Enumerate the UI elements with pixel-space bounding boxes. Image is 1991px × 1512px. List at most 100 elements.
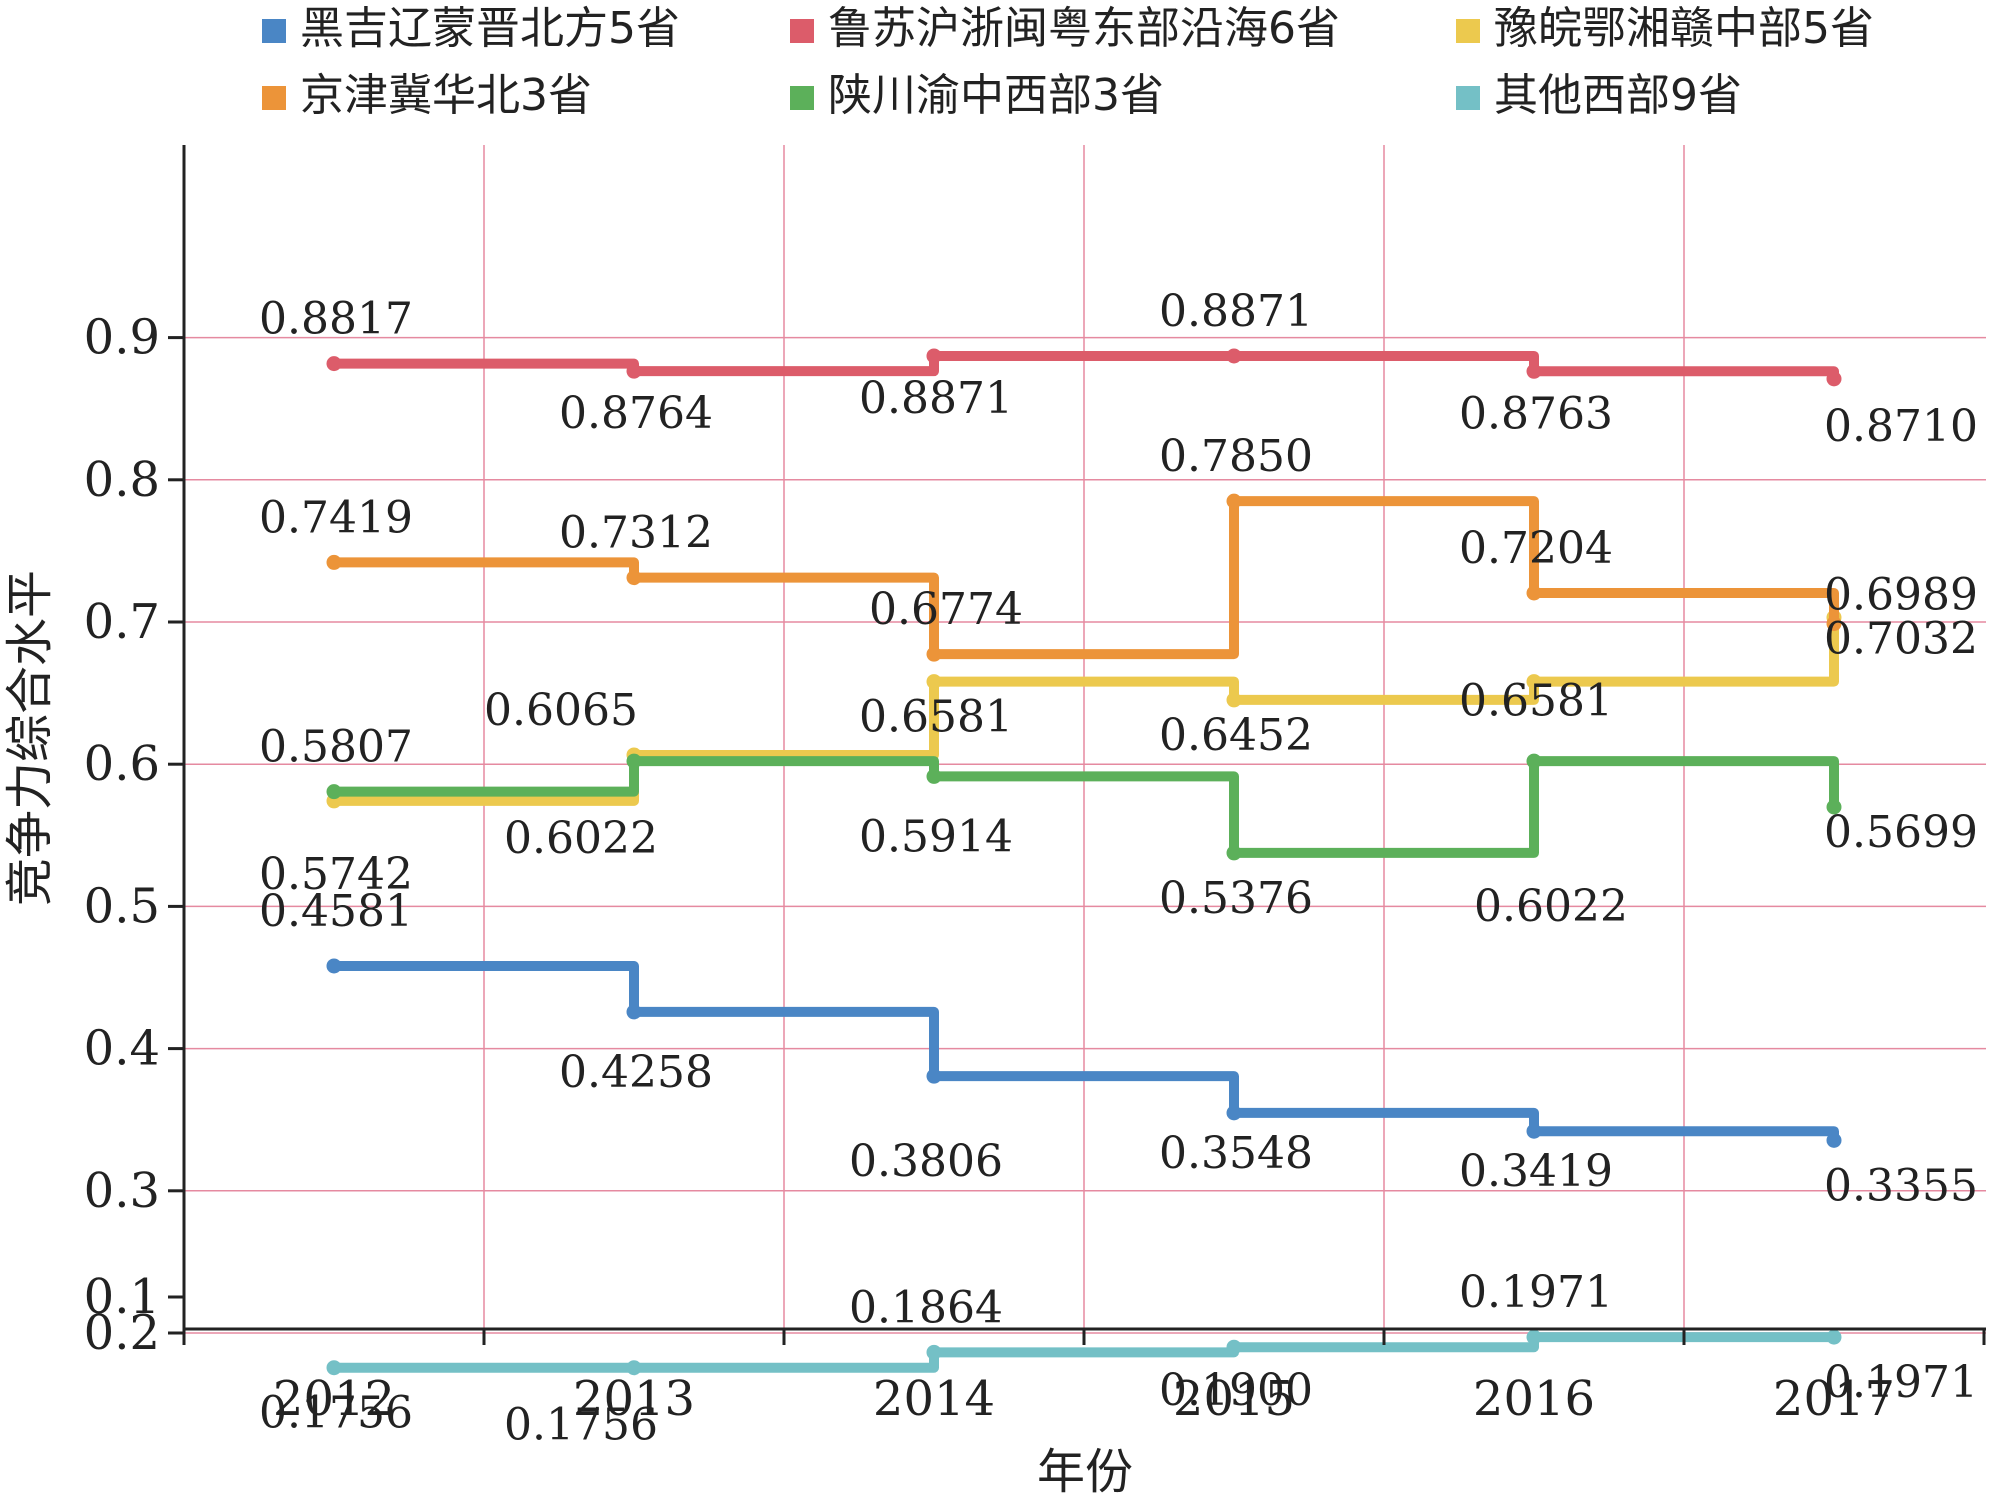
- data-point: [926, 674, 942, 690]
- data-label: 0.3548: [1159, 1128, 1313, 1179]
- data-point: [1526, 753, 1542, 769]
- y-tick-label: 0.5: [84, 878, 160, 934]
- data-label: 0.5699: [1824, 807, 1978, 858]
- legend-label: 陕川渝中西部3省: [828, 70, 1164, 121]
- data-label: 0.8764: [559, 388, 713, 439]
- data-label: 0.6581: [859, 692, 1013, 743]
- y-tick-label: 0.2: [84, 1305, 160, 1361]
- data-label: 0.8710: [1824, 401, 1978, 452]
- data-point: [1526, 674, 1542, 690]
- legend-swatch: [1456, 86, 1480, 110]
- legend-swatch: [1456, 19, 1480, 43]
- data-label: 0.7850: [1159, 431, 1313, 482]
- data-point: [1826, 371, 1842, 387]
- data-point: [1226, 845, 1242, 861]
- legend-swatch: [790, 86, 814, 110]
- data-point: [1526, 585, 1542, 601]
- data-label: 0.7204: [1459, 523, 1613, 574]
- data-point: [626, 753, 642, 769]
- data-label: 0.1900: [1159, 1365, 1313, 1416]
- data-label: 0.7312: [559, 508, 713, 559]
- data-point: [326, 356, 342, 372]
- data-label: 0.1756: [259, 1388, 413, 1439]
- y-tick-label: 0.4: [84, 1021, 160, 1077]
- data-label: 0.6022: [504, 813, 658, 864]
- y-tick-label: 0.7: [84, 594, 160, 650]
- data-label: 0.7419: [259, 492, 413, 543]
- x-tick-label: 2013: [573, 1371, 695, 1427]
- data-point: [926, 768, 942, 784]
- data-label: 0.1971: [1824, 1357, 1978, 1408]
- data-point: [926, 348, 942, 364]
- data-label: 0.1864: [849, 1282, 1003, 1333]
- series-lines: [326, 348, 1842, 1376]
- data-point: [1226, 1339, 1242, 1355]
- data-point: [326, 1360, 342, 1376]
- data-point: [326, 958, 342, 974]
- data-label: 0.8763: [1459, 388, 1613, 439]
- data-label: 0.6022: [1474, 881, 1628, 932]
- axes: 0.10.2 0.3 0.4 0.5 0.6 0.7 0.8 0.9 2012 2013 2014 2…: [84, 145, 1986, 1427]
- legend-label: 豫皖鄂湘赣中部5省: [1494, 3, 1874, 54]
- y-tick-label: 0.6: [84, 736, 160, 792]
- data-point: [926, 1068, 942, 1084]
- data-label: 0.5807: [259, 722, 413, 773]
- x-tick-label: 2015: [1173, 1371, 1295, 1427]
- data-point: [926, 1344, 942, 1360]
- data-point: [326, 784, 342, 800]
- series-line: [334, 756, 1839, 858]
- data-labels: 0.4581 0.4258 0.3806 0.3548 0.3419 0.3355 0.88…: [259, 286, 1978, 1451]
- legend-label: 其他西部9省: [1494, 70, 1742, 121]
- data-label: 0.3355: [1824, 1160, 1978, 1211]
- data-point: [1526, 363, 1542, 379]
- data-label: 0.6774: [869, 584, 1023, 635]
- y-tick-label: 0.1: [84, 1269, 160, 1325]
- data-point: [1826, 616, 1842, 632]
- data-label: 0.4581: [259, 886, 413, 937]
- x-tick-label: 2016: [1473, 1371, 1595, 1427]
- legend-swatch: [262, 86, 286, 110]
- x-tick-label: 2012: [273, 1371, 395, 1427]
- legend-label: 京津冀华北3省: [300, 70, 592, 121]
- x-tick-label: 2017: [1773, 1371, 1895, 1427]
- grid: [184, 145, 1986, 1334]
- data-point: [1226, 348, 1242, 364]
- data-point: [1826, 799, 1842, 815]
- data-label: 0.1756: [504, 1400, 658, 1451]
- data-label: 0.3419: [1459, 1146, 1613, 1197]
- data-label: 0.1971: [1459, 1267, 1613, 1318]
- x-tick-label: 2014: [873, 1371, 995, 1427]
- legend-swatch: [790, 19, 814, 43]
- data-point: [1826, 1132, 1842, 1148]
- x-axis-title: 年份: [1037, 1444, 1133, 1500]
- data-point: [1226, 1105, 1242, 1121]
- data-label: 0.6065: [484, 685, 638, 736]
- data-label: 0.8871: [1159, 286, 1313, 337]
- data-label: 0.6989: [1824, 570, 1978, 621]
- data-point: [1526, 1329, 1542, 1345]
- data-label: 0.6452: [1159, 710, 1313, 761]
- data-label: 0.5914: [859, 811, 1013, 862]
- y-axis-title: 竞争力综合水平: [2, 570, 58, 906]
- data-point: [1226, 692, 1242, 708]
- data-point: [1826, 1329, 1842, 1345]
- y-tick-label: 0.8: [84, 452, 160, 508]
- legend-label: 黑吉辽蒙晋北方5省: [300, 3, 680, 54]
- data-point: [1526, 1123, 1542, 1139]
- data-label: 0.3806: [849, 1136, 1003, 1187]
- data-point: [326, 554, 342, 570]
- data-label: 0.6581: [1459, 676, 1613, 727]
- data-point: [926, 646, 942, 662]
- data-label: 0.8871: [859, 373, 1013, 424]
- data-point: [626, 1004, 642, 1020]
- data-label: 0.7032: [1824, 613, 1978, 664]
- y-tick-label: 0.9: [84, 310, 160, 366]
- data-point: [626, 570, 642, 586]
- data-point: [1226, 493, 1242, 509]
- legend-swatch: [262, 19, 286, 43]
- series-line: [334, 960, 1839, 1141]
- legend-label: 鲁苏沪浙闽粤东部沿海6省: [828, 3, 1340, 54]
